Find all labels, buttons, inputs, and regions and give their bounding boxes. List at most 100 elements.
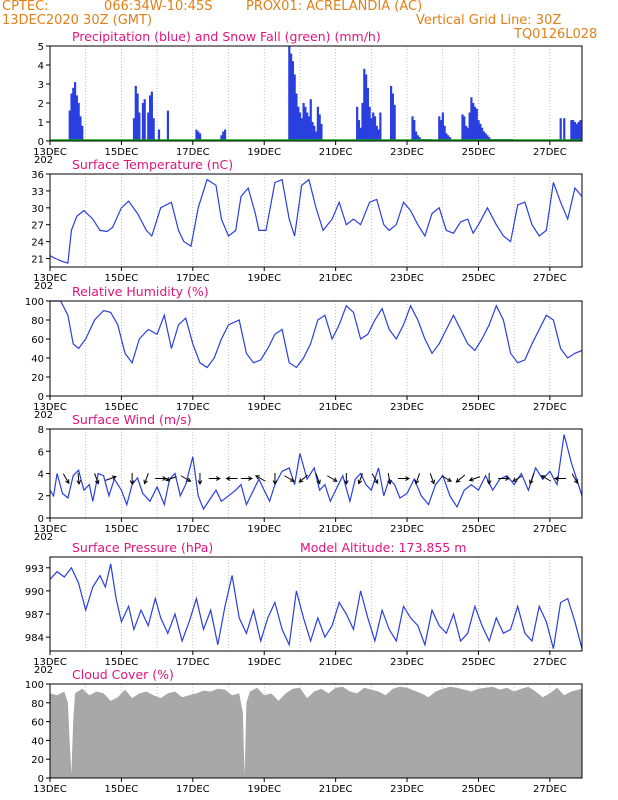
precip-bar [579,120,582,141]
wind-arrowhead [162,476,168,481]
x-tick-label: 27DEC [533,402,567,413]
x-tick-label: 23DEC [390,273,424,284]
wind-arrow [62,473,70,484]
x-tick-label: 13DEC [33,402,67,413]
x-tick-label: 23DEC [390,784,424,795]
x-tick-label: 23DEC [390,524,424,535]
y-tick-label: 0 [38,514,44,525]
precip-bar [359,127,362,141]
wind-arrow [358,473,363,484]
wind-arrowhead [486,480,492,486]
x-tick-label: 13DEC [33,147,67,158]
x-tick-label: 17DEC [176,273,210,284]
humidity-line [50,300,583,369]
wind-arrowhead [468,477,474,482]
precip-bar [416,135,419,141]
y-tick-label: 40 [31,736,44,747]
panel-title: Surface Temperature (nC) [72,157,233,172]
precip-bar [295,93,298,141]
precip-bar [464,125,468,141]
x-tick-label: 19DEC [247,147,281,158]
y-tick-label: 990 [25,587,44,598]
wind-arrowhead [186,477,192,482]
precip-bar [461,114,464,141]
cloud-area [50,686,582,778]
wind-arrowhead [76,480,82,486]
precip-bar [313,125,316,141]
precip-bar [134,85,137,141]
precip-bar [441,112,444,141]
x-tick-label: 13DEC [33,657,67,668]
x-tick-label: 25DEC [462,524,496,535]
precip-bar [79,116,82,141]
precip-bar [363,68,366,141]
y-tick-label: 21 [31,255,44,266]
x-tick-label: 19DEC [247,273,281,284]
x-tick-label: 27DEC [533,657,567,668]
y-tick-label: 100 [25,297,44,308]
y-tick-label: 4 [38,470,44,481]
y-tick-label: 4 [38,61,44,72]
precip-bar [368,106,371,141]
precip-bar [302,103,305,141]
x-tick-label: 23DEC [390,147,424,158]
precip-bar [570,120,573,141]
precip-bar [166,110,170,141]
wind-arrowhead [357,479,363,485]
x-tick-label: 15DEC [105,402,139,413]
header-station: PROX01: ACRELANDIA (AC) [246,0,423,14]
wind-arrowhead [298,478,304,483]
wind-arrowhead [165,477,171,482]
wind-arrowhead [272,480,278,486]
x-tick-label: 13DEC [33,273,67,284]
x-tick-label: 21DEC [319,273,353,284]
precip-bar [411,116,414,141]
x-tick-label: 27DEC [533,273,567,284]
precip-bar [379,112,382,141]
precip-bar [468,112,471,141]
x-tick-label: 15DEC [105,273,139,284]
precip-bar [223,129,227,141]
y-tick-label: 3 [38,80,44,91]
x-tick-label: 17DEC [176,657,210,668]
precip-bar [389,85,393,141]
wind-arrowhead [94,479,100,485]
wind-arrow [94,473,99,484]
wind-arrowhead [414,479,420,485]
x-tick-label: 25DEC [462,402,496,413]
x-tick-label: 25DEC [462,147,496,158]
wind-arrowhead [405,476,411,481]
precip-bar [143,99,146,141]
precip-bar [306,112,309,141]
y-tick-label: 0 [38,774,44,785]
panel-title: Relative Humidity (%) [72,284,209,299]
x-tick-label: 19DEC [247,657,281,668]
panel-frame [49,173,583,268]
y-tick-label: 0 [38,137,44,148]
y-tick-label: 5 [38,42,44,53]
wind-arrowhead [248,476,253,481]
precip-bar [81,125,84,141]
precip-bar [472,103,475,141]
panel-annotation: Model Altitude: 173.855 m [300,540,466,555]
precip-bar [356,106,359,141]
precip-bar [463,116,466,141]
header-grid-note: Vertical Grid Line: 30Z [416,13,562,28]
y-tick-label: 2 [38,492,44,503]
precip-bar [222,131,225,141]
precip-bar [316,106,319,141]
wind-arrowhead [129,480,135,486]
precip-bar [482,131,486,141]
wind-arrow [105,476,117,481]
x-tick-label: 25DEC [462,657,496,668]
panel-title: Surface Pressure (hPa) [72,540,213,555]
y-tick-label: 60 [31,718,44,729]
header-source: CPTEC: [2,0,49,14]
wind-arrowhead [447,477,452,482]
precip-bar [320,123,323,141]
wind-arrow [180,475,191,482]
precip-bar [418,137,421,141]
y-tick-label: 1 [38,118,44,129]
x-tick-label: 19DEC [247,524,281,535]
